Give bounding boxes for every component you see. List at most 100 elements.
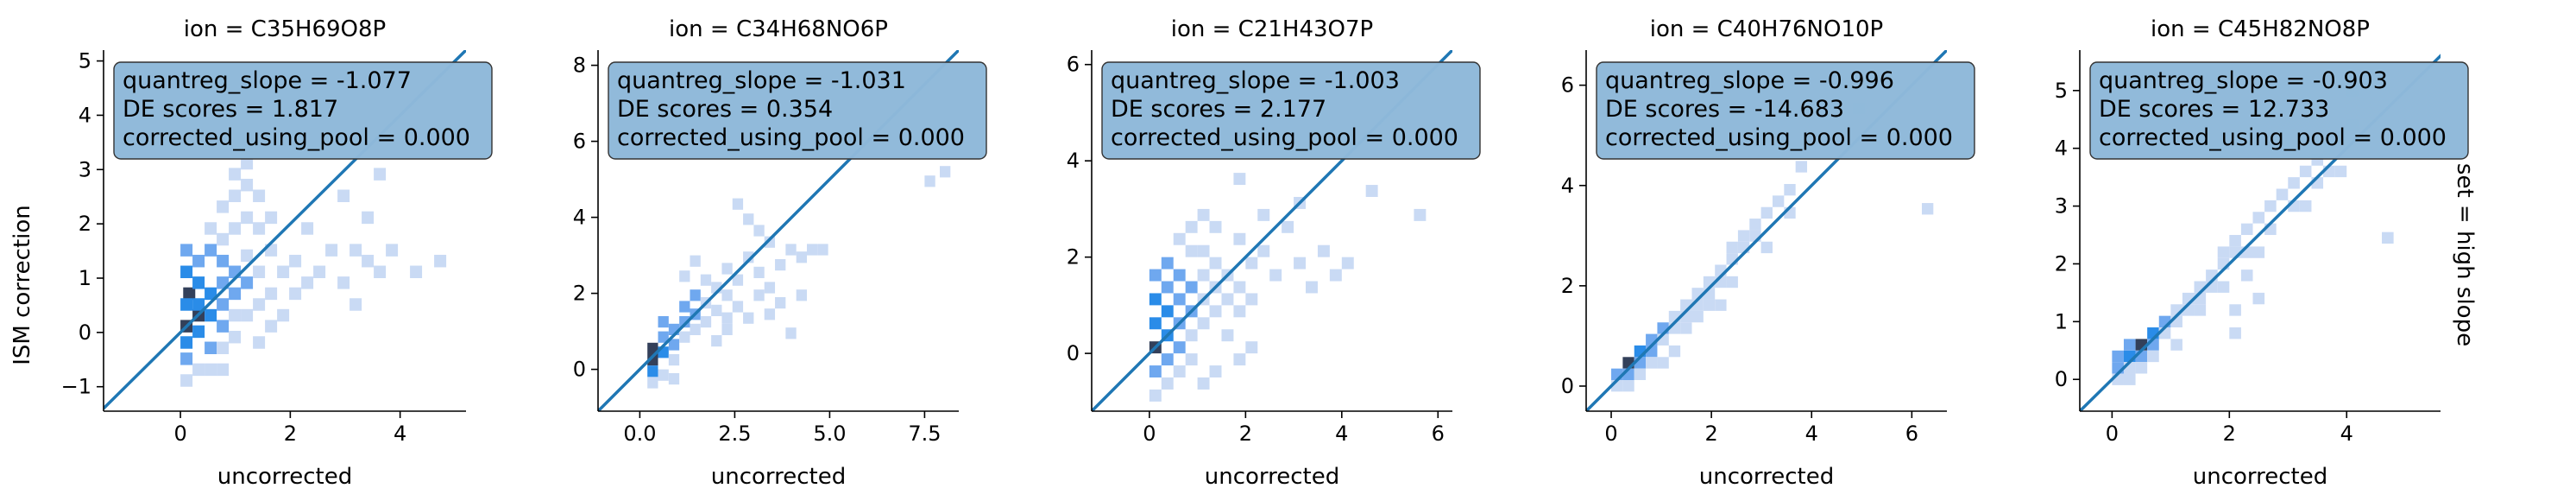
stats-annotation-line: corrected_using_pool = 0.000 xyxy=(1111,124,1458,151)
histogram-bin xyxy=(1282,220,1294,233)
histogram-bin xyxy=(1197,208,1210,221)
histogram-bin xyxy=(183,287,196,301)
histogram-bin xyxy=(796,251,807,263)
histogram-bin xyxy=(180,336,193,349)
histogram-bin xyxy=(1173,293,1186,306)
histogram-bin xyxy=(1185,244,1198,257)
x-tick-label: 4 xyxy=(394,422,406,446)
histogram-bin xyxy=(205,287,217,301)
histogram-bin xyxy=(743,213,754,225)
y-tick-label: 4 xyxy=(79,103,91,127)
histogram-bin xyxy=(1737,230,1750,242)
histogram-bin xyxy=(732,274,744,286)
histogram-bin xyxy=(2217,281,2230,293)
histogram-bin xyxy=(265,320,278,333)
histogram-bin xyxy=(229,308,242,322)
histogram-bin xyxy=(253,265,266,278)
histogram-bin xyxy=(647,342,658,354)
histogram-bin xyxy=(1233,281,1246,294)
histogram-bin xyxy=(386,244,399,257)
y-tick-label: 3 xyxy=(2055,194,2068,219)
histogram-bin xyxy=(1657,357,1669,369)
histogram-bin xyxy=(2170,339,2182,351)
histogram-bin xyxy=(253,336,266,349)
y-tick-label: 4 xyxy=(1561,174,1574,198)
histogram-bin xyxy=(180,352,193,365)
histogram-bin xyxy=(764,236,776,248)
histogram-bin xyxy=(241,156,254,170)
histogram-bin xyxy=(1749,219,1761,231)
stats-annotation-box xyxy=(608,61,987,160)
histogram-bin xyxy=(658,331,669,343)
histogram-bin xyxy=(700,274,712,286)
histogram-bin xyxy=(180,374,193,387)
histogram-bin xyxy=(1161,281,1174,294)
y-tick-label: 2 xyxy=(1561,274,1574,298)
stats-annotation-line: quantreg_slope = -1.077 xyxy=(123,67,412,94)
histogram-bin xyxy=(253,298,266,311)
histogram-bin xyxy=(2194,304,2207,316)
histogram-bin xyxy=(1257,208,1270,221)
histogram-bin xyxy=(205,341,217,354)
facet-panels: 0 2 4 −1 0 1 2 3 4 5 ion = C35H69O8P uncorrected qua… xyxy=(61,16,2469,490)
y-tick-label: 0 xyxy=(1561,374,1574,398)
histogram-bin xyxy=(1149,293,1162,306)
histogram-bin xyxy=(2299,165,2312,178)
histogram-bin xyxy=(1668,345,1681,358)
histogram-bin xyxy=(785,327,797,339)
stats-annotation-line: DE scores = 0.354 xyxy=(617,96,833,123)
y-tick-label: 6 xyxy=(1561,73,1574,98)
histogram-bin xyxy=(1209,257,1222,270)
stats-annotation-line: quantreg_slope = -1.003 xyxy=(1111,67,1400,94)
histogram-bin xyxy=(1365,185,1378,197)
histogram-bin xyxy=(1414,208,1427,221)
y-tick-label: 8 xyxy=(573,54,586,78)
facet-title: ion = C45H82NO8P xyxy=(2151,16,2370,42)
histogram-bins xyxy=(1149,173,1427,402)
histogram-bin xyxy=(241,211,254,225)
stats-annotation-line: quantreg_slope = -0.903 xyxy=(2099,67,2388,94)
stats-annotation-box xyxy=(2089,61,2469,160)
x-tick-label: 7.5 xyxy=(908,422,941,446)
histogram-bin xyxy=(940,166,951,178)
histogram-bin xyxy=(217,320,230,333)
histogram-bin xyxy=(1341,257,1354,270)
histogram-bin xyxy=(1233,173,1246,186)
histogram-bin xyxy=(711,335,722,347)
facet-panel-5: 0 2 4 0 1 2 3 4 5 ion = C45H82NO8P uncorrected quan… xyxy=(2055,16,2469,490)
histogram-bin xyxy=(325,244,338,257)
histogram-bin xyxy=(1161,377,1174,390)
histogram-bin xyxy=(1197,377,1210,390)
histogram-bin xyxy=(253,189,266,202)
histogram-bin xyxy=(1306,281,1318,294)
histogram-bin xyxy=(1221,329,1234,342)
y-tick-label: 0 xyxy=(79,320,91,345)
facet-panel-2: 0.0 2.5 5.0 7.5 0 2 4 6 8 ion = C34H68NO6P uncorre… xyxy=(573,16,987,490)
x-tick-label: 2 xyxy=(2223,422,2236,446)
y-tick-label: 6 xyxy=(573,130,586,154)
facet-panel-3: 0 2 4 6 0 2 4 6 ion = C21H43O7P uncorrected quantr… xyxy=(1067,16,1481,490)
histogram-bin xyxy=(690,255,701,267)
histogram-bin xyxy=(1269,269,1282,282)
histogram-bin xyxy=(700,316,712,328)
histogram-bin xyxy=(277,265,290,278)
histogram-bin xyxy=(1760,241,1773,254)
histogram-bin xyxy=(2252,212,2265,224)
histogram-bin xyxy=(362,211,375,225)
histogram-bin xyxy=(721,323,733,335)
histogram-bin xyxy=(1209,305,1222,318)
histogram-bin xyxy=(337,276,350,289)
facet-panel-1: 0 2 4 −1 0 1 2 3 4 5 ion = C35H69O8P uncorrected qua… xyxy=(61,16,493,490)
histogram-bin xyxy=(289,254,302,268)
histogram-bin xyxy=(658,316,669,328)
histogram-bin xyxy=(180,244,193,257)
histogram-bin xyxy=(1149,389,1162,402)
y-tick-label: 6 xyxy=(1067,53,1080,77)
histogram-bin xyxy=(301,222,314,235)
histogram-bin xyxy=(1173,232,1186,245)
histogram-bin xyxy=(732,301,744,313)
histogram-bin xyxy=(1185,220,1198,233)
x-tick-label: 0 xyxy=(173,422,186,446)
histogram-bin xyxy=(1646,357,1658,369)
x-tick-label: 0 xyxy=(2106,422,2119,446)
